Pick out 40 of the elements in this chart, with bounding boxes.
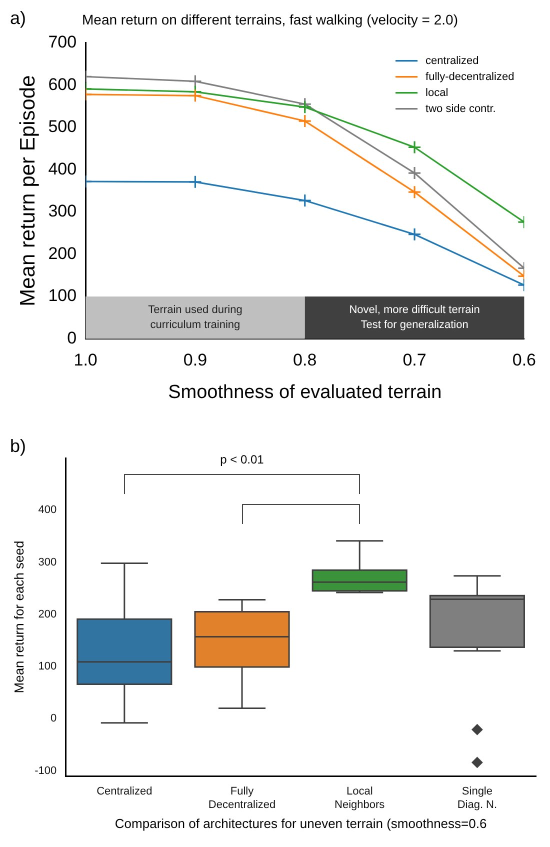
y-tick-label: 0 (67, 328, 77, 348)
point (298, 194, 312, 208)
y-tick-label: 100 (48, 286, 77, 306)
chart-title: Mean return on different terrains, fast walking (velocity = 2.0) (82, 11, 458, 28)
x-tick-label: Single Diag. N. (457, 786, 498, 811)
text: b) (10, 436, 26, 456)
y-tick-label: 400 (48, 159, 77, 178)
x-axis-title: Smoothness of evaluated terrain (168, 382, 442, 403)
x-axis-title: Comparison of architectures for uneven terrain (smoothness=0.6 (114, 816, 487, 831)
y-tick-label: 200 (38, 608, 57, 620)
y-tick-label: 500 (48, 117, 77, 136)
y-tick-label: 200 (48, 244, 77, 263)
x-tick-label: 0.9 (183, 350, 208, 370)
band-label: Terrain used during curriculum training (148, 304, 242, 332)
y-tick-label: 0 (50, 712, 57, 725)
x-tick-label: Fully Decentralized (208, 786, 276, 811)
annotation: p < 0.01 (220, 452, 264, 466)
y-tick-label: 300 (38, 556, 57, 568)
y-axis-title: Mean return per Episode (16, 75, 40, 306)
legend-label: two side contr. (426, 102, 496, 115)
y-tick-label: 600 (48, 74, 77, 94)
x-tick-label: 0.8 (293, 350, 317, 370)
x-tick-label: 0.7 (402, 350, 426, 370)
y-tick-label: 700 (48, 32, 77, 52)
legend-label: local (426, 86, 448, 99)
y-axis-title: Mean return for each seed (11, 540, 26, 694)
y-tick-label: 400 (38, 504, 57, 516)
legend-label: centralized (426, 54, 479, 67)
text: a) (10, 8, 26, 28)
y-tick-label: 300 (48, 202, 77, 221)
y-tick-label: 100 (38, 660, 57, 673)
x-tick-label: 0.6 (512, 350, 536, 370)
y-tick-label: -100 (34, 764, 57, 777)
point (298, 100, 312, 114)
x-tick-label: 1.0 (74, 350, 98, 370)
x-tick-label: Local Neighbors (334, 786, 386, 811)
x-tick-label: Centralized (96, 786, 152, 798)
band-label: Novel, more difficult terrain Test for generalization (349, 304, 480, 332)
point (298, 114, 312, 128)
legend-label: fully-decentralized (426, 70, 514, 83)
